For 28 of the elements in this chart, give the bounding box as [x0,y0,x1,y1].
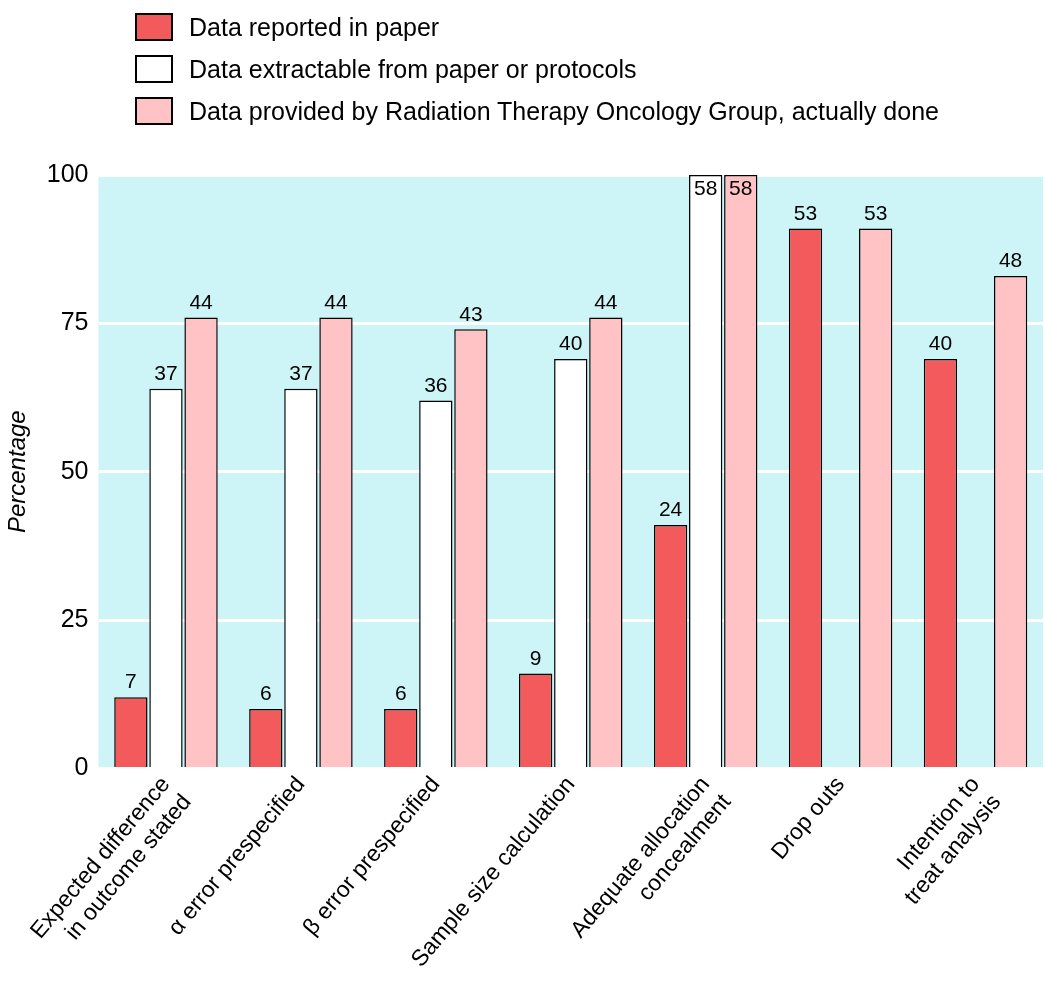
annotation: 37 [154,360,178,384]
annotation: 9 [529,645,542,669]
annotation: 40 [559,331,583,355]
annotation: 36 [424,372,448,396]
annotation: 43 [459,301,483,325]
annotation: 44 [189,289,214,313]
y-tick-label: 0 [74,752,89,781]
annotation: 37 [289,360,313,384]
y-tick-label: 100 [46,158,89,187]
annotation: 40 [928,331,953,355]
y-tick-label: 75 [60,307,89,336]
y-axis-title: Percentage [3,410,31,534]
legend-label: Data provided by Radiation Therapy Oncology Group, actually done [189,96,939,126]
annotation: 44 [324,289,348,313]
legend-label: Data extractable from paper or protocols [189,54,637,84]
y-tick-label: 25 [60,603,89,632]
annotation: 48 [998,248,1023,272]
annotation: 58 [694,176,718,200]
annotation: 53 [793,200,818,224]
annotation: 53 [864,200,888,224]
annotation: 24 [658,497,683,521]
annotation: 58 [729,176,753,200]
annotation: 44 [594,289,618,313]
y-tick-label: 50 [60,455,89,484]
annotation: 7 [125,669,137,693]
annotation: 6 [394,681,407,705]
legend-label: Data reported in paper [189,12,440,42]
annotation: 6 [259,681,272,705]
